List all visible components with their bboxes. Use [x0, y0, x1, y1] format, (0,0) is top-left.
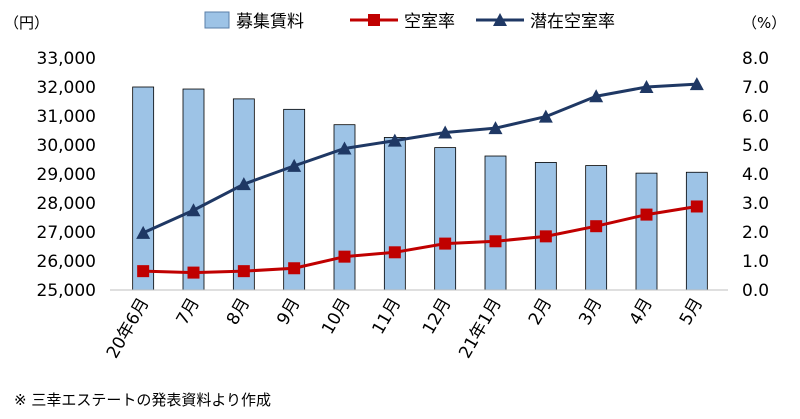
left-axis-tick-label: 33,000	[37, 49, 96, 69]
right-axis-tick-label: 5.0	[742, 136, 769, 156]
right-axis-tick-label: 8.0	[742, 49, 769, 69]
point-potential-vacancy	[639, 80, 654, 93]
line-vacancy	[143, 204, 698, 275]
left-axis-tick-label: 29,000	[37, 165, 96, 185]
point-vacancy	[439, 237, 452, 250]
point-potential-vacancy	[438, 125, 453, 139]
right-axis-unit: （%）	[742, 14, 786, 32]
left-axis-tick-label: 25,000	[37, 281, 96, 301]
line-series	[136, 77, 704, 279]
point-potential-vacancy	[136, 225, 151, 239]
point-vacancy	[539, 230, 552, 243]
point-potential-vacancy	[589, 89, 604, 103]
left-axis-tick-label: 32,000	[37, 78, 96, 98]
left-axis-tick-label: 30,000	[37, 136, 96, 156]
x-axis-tick-label: 11月	[369, 295, 406, 338]
point-vacancy	[690, 200, 703, 213]
right-axis-tick-label: 7.0	[742, 78, 769, 98]
left-axis-tick-label: 28,000	[37, 194, 96, 214]
right-axis-tick-label: 2.0	[742, 223, 769, 243]
legend-swatch-rent	[204, 11, 230, 29]
legend: 募集賃料 空室率 潜在空室率	[204, 11, 615, 32]
left-axis-ticks: 25,000 26,000 27,000 28,000 29,000 30,000 31,0…	[37, 49, 96, 301]
x-axis-tick-label: 2月	[525, 295, 556, 329]
bar-rent	[132, 86, 155, 291]
right-axis-tick-label: 0.0	[742, 281, 769, 301]
bar-rent	[383, 137, 406, 291]
x-axis-tick-label: 10月	[318, 295, 355, 338]
bar-series-rent	[132, 86, 708, 291]
right-axis-tick-label: 4.0	[742, 165, 769, 185]
bar-rent	[434, 147, 457, 291]
point-potential-vacancy	[689, 77, 704, 91]
bar-rent	[484, 155, 507, 291]
bar-rent	[685, 171, 708, 291]
point-vacancy	[590, 220, 603, 233]
x-axis-tick-label: 7月	[173, 295, 204, 329]
bar-rent	[182, 88, 205, 291]
right-axis-tick-label: 1.0	[742, 252, 769, 272]
right-axis-tick-label: 3.0	[742, 194, 769, 214]
point-potential-vacancy	[287, 158, 302, 172]
legend-label-potential-vacancy: 潜在空室率	[530, 12, 615, 32]
left-axis-tick-label: 31,000	[37, 107, 96, 127]
x-axis-tick-label: 4月	[626, 295, 657, 329]
legend-label-rent: 募集賃料	[236, 12, 304, 32]
legend-label-vacancy: 空室率	[404, 12, 455, 32]
left-axis-unit: （円）	[4, 14, 49, 32]
x-axis-tick-label: 9月	[273, 295, 304, 329]
x-axis-tick-label: 12月	[419, 295, 456, 338]
right-axis-ticks: 0.0 1.0 2.0 3.0 4.0 5.0 6.0 7.0 8.0	[742, 49, 769, 301]
source-footnote: ※ 三幸エステートの発表資料より作成	[14, 391, 272, 409]
point-potential-vacancy	[236, 177, 251, 191]
left-axis-tick-label: 27,000	[37, 223, 96, 243]
legend-marker-potential-vacancy	[493, 13, 507, 26]
point-vacancy	[137, 265, 150, 278]
x-axis-tick-label: 8月	[223, 295, 254, 329]
line-potential-vacancy	[142, 82, 697, 235]
point-vacancy	[338, 250, 351, 263]
point-vacancy	[237, 265, 250, 278]
point-potential-vacancy	[186, 203, 201, 217]
legend-marker-vacancy	[368, 14, 380, 26]
right-axis-tick-label: 6.0	[742, 107, 769, 127]
point-potential-vacancy	[538, 109, 553, 123]
point-vacancy	[640, 208, 653, 221]
point-vacancy	[489, 235, 502, 248]
point-potential-vacancy	[337, 141, 352, 155]
point-vacancy	[388, 246, 401, 259]
bar-rent	[635, 172, 658, 291]
x-axis-tick-label: 5月	[676, 295, 707, 329]
x-axis-tick-label: 3月	[575, 295, 606, 329]
x-axis-tick-label: 21年1月	[455, 295, 506, 363]
point-vacancy	[187, 266, 200, 279]
bar-rent	[232, 98, 255, 291]
x-axis-ticks: 20年6月 7月 8月 9月 10月 11月 12月 21年1月 2月 3月 4月 5月	[103, 295, 707, 363]
x-axis-tick-label: 20年6月	[103, 295, 154, 363]
point-vacancy	[288, 262, 301, 275]
point-potential-vacancy	[488, 121, 503, 135]
left-axis-tick-label: 26,000	[37, 252, 96, 272]
point-potential-vacancy	[387, 133, 402, 147]
bar-rent	[534, 161, 557, 291]
